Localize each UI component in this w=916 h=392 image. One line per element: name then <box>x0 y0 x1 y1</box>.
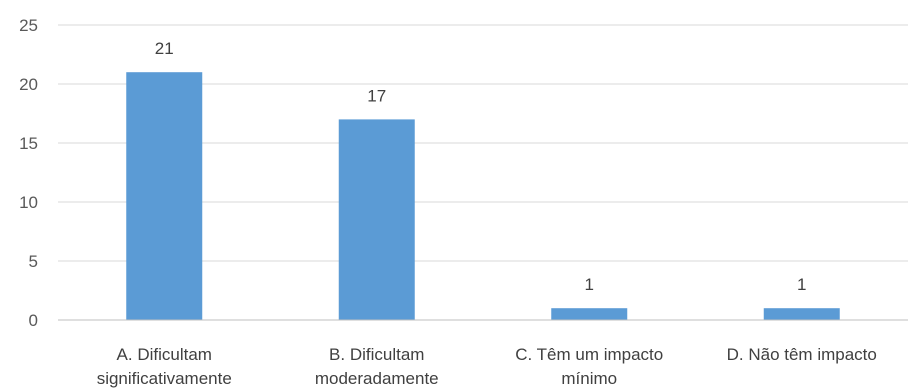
x-category-label-line: D. Não têm impacto <box>727 345 877 364</box>
bars <box>126 72 840 321</box>
x-category-label-line: mínimo <box>561 369 617 388</box>
x-category-label: C. Têm um impacto mínimo <box>515 345 663 388</box>
data-label: 21 <box>155 39 174 58</box>
bar <box>126 72 203 320</box>
y-tick-label: 20 <box>19 75 38 94</box>
x-category-label-line: significativamente <box>97 369 232 388</box>
x-category-label: A. Dificultam significativamente <box>97 345 232 388</box>
bar <box>763 308 840 320</box>
data-label: 17 <box>367 86 386 105</box>
x-category-label-line: C. Têm um impacto <box>515 345 663 364</box>
x-category-label: B. Dificultam moderadamente <box>315 345 439 388</box>
x-category-label-line: A. Dificultam <box>117 345 212 364</box>
y-axis-tick-labels: 0 5 10 15 20 25 <box>19 16 38 330</box>
bar <box>338 119 415 321</box>
data-label: 1 <box>585 275 594 294</box>
y-tick-label: 5 <box>29 252 38 271</box>
y-tick-label: 25 <box>19 16 38 35</box>
data-label: 1 <box>797 275 806 294</box>
x-category-label-line: moderadamente <box>315 369 439 388</box>
y-tick-label: 10 <box>19 193 38 212</box>
y-tick-label: 15 <box>19 134 38 153</box>
data-labels: 21 17 1 1 <box>155 39 807 294</box>
bar <box>551 308 628 320</box>
x-axis-category-labels: A. Dificultam significativamente B. Dificu… <box>97 345 877 388</box>
x-category-label-line: B. Dificultam <box>329 345 424 364</box>
y-tick-label: 0 <box>29 311 38 330</box>
x-category-label: D. Não têm impacto <box>727 345 877 364</box>
